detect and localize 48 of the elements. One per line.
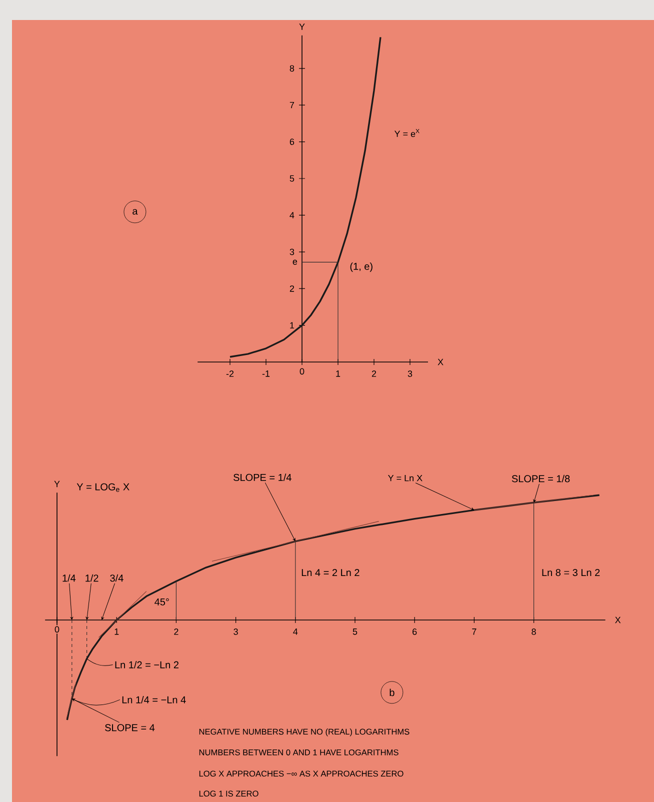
x-tick-label: 7	[472, 628, 476, 635]
y-tick-label: 2	[290, 285, 294, 292]
x-tick-label: 2	[372, 370, 376, 377]
x-axis-title: X	[615, 616, 621, 624]
annotation: (1, e)	[350, 262, 372, 272]
x-tick-label: 6	[412, 628, 417, 635]
annotation: b	[390, 688, 394, 696]
x-tick-label: 2	[174, 628, 178, 635]
annotation: 1/2	[86, 574, 98, 582]
text: Y = Ln X	[388, 474, 422, 482]
y-tick-label: e	[292, 260, 298, 265]
text: Y = LOG$_{e}$ X	[76, 483, 130, 492]
annotation: 1/4	[62, 574, 76, 582]
annotation: Ln 8 = 3 Ln 2	[542, 568, 600, 576]
x-tick-label: 0	[54, 626, 60, 633]
text: NUMBERS BETWEEN 0 AND 1 HAVE LOGARITHMS	[199, 749, 398, 756]
y-tick-label: 7	[290, 102, 294, 108]
x-axis-title: X	[438, 358, 444, 366]
x-tick-label: 3	[408, 370, 412, 377]
x-tick-label: 0	[300, 368, 304, 375]
y-axis-title: Y	[299, 24, 305, 30]
text: LOG X APPROACHES −∞ AS X APPROACHES ZERO	[199, 770, 404, 777]
y-tick-label: 6	[290, 138, 294, 145]
x-tick-label: 8	[532, 628, 536, 635]
y-tick-label: 5	[290, 175, 294, 182]
y-tick-label: 1	[290, 322, 294, 328]
x-tick-label: 1	[114, 628, 119, 635]
annotation: Ln 1/2 = −Ln 2	[115, 661, 178, 668]
annotation: 3/4	[110, 574, 124, 582]
x-tick-label: -1	[262, 370, 270, 377]
x-tick-label: -2	[226, 370, 234, 377]
annotation: 45°	[154, 598, 169, 606]
annotation: Ln 4 = 2 Ln 2	[302, 569, 360, 576]
x-tick-label: 5	[352, 628, 358, 635]
annotation: SLOPE = 1/8	[512, 474, 570, 482]
y-axis-title: Y	[54, 480, 60, 488]
annotation: Ln 1/4 = −Ln 4	[122, 696, 186, 704]
text: NEGATIVE NUMBERS HAVE NO (REAL) LOGARITHMS	[199, 728, 410, 736]
annotation: SLOPE = 4	[105, 724, 155, 732]
y-tick-label: 4	[290, 212, 294, 218]
y-tick-label: 3	[290, 248, 294, 256]
text: a	[132, 209, 138, 215]
annotation: SLOPE = 1/4	[234, 474, 292, 481]
x-tick-label: 1	[336, 370, 340, 377]
y-tick-label: 8	[290, 65, 294, 72]
text: LOG 1 IS ZERO	[199, 790, 258, 797]
text: Y = e$^{X}$	[394, 128, 420, 138]
x-tick-label: 3	[234, 628, 238, 635]
